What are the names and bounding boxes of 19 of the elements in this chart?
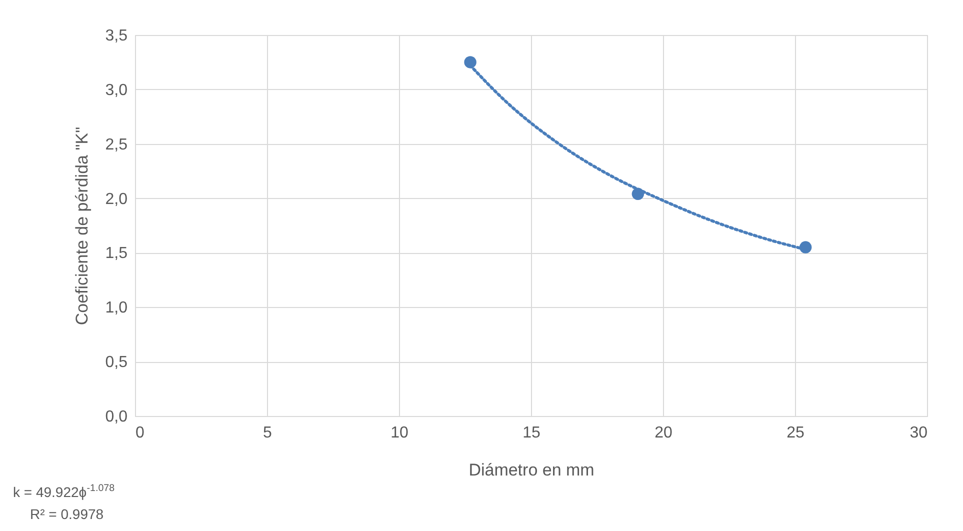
y-tick-label: 1,0	[105, 300, 128, 317]
x-tick-label: 15	[522, 424, 540, 442]
y-axis-title: Coeficiente de pérdida "K"	[72, 126, 92, 326]
y-tick-label: 1,5	[105, 245, 128, 262]
y-tick-label: 2,0	[105, 190, 128, 208]
y-tick-label: 2,5	[105, 136, 128, 154]
x-tick-label: 10	[390, 424, 408, 442]
x-tick-label: 20	[654, 424, 672, 442]
text: R² = 0.9978	[30, 506, 104, 522]
y-tick-label: 3,0	[105, 82, 128, 99]
point	[464, 56, 476, 68]
x-tick-label: 0	[136, 424, 144, 442]
x-axis-title: Diámetro en mm	[468, 460, 594, 480]
y-tick-label: 3,5	[105, 28, 128, 44]
y-tick-label: 0,0	[105, 408, 128, 426]
x-tick-label: 25	[786, 424, 804, 442]
x-tick-label: 5	[263, 424, 272, 442]
y-tick-label: 0,5	[105, 354, 128, 372]
x-tick-label: 30	[910, 424, 928, 442]
